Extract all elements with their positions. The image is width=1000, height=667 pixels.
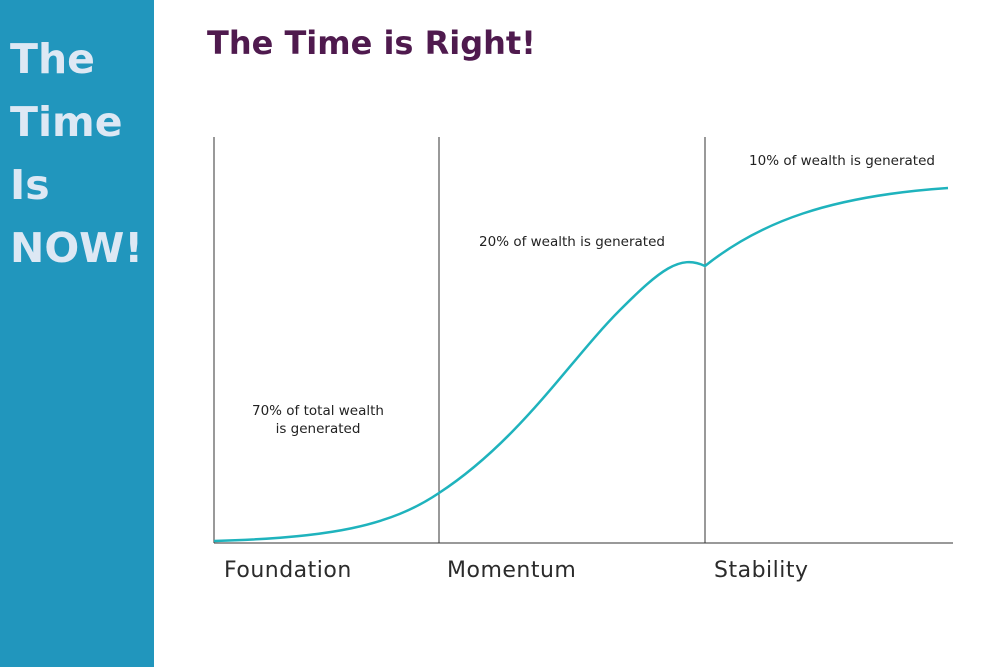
momentum-note: 20% of wealth is generated (479, 234, 665, 250)
foundation-note-line-1: 70% of total wealth (252, 403, 384, 419)
phase-label-foundation: Foundation (224, 558, 352, 583)
sidebar-line-the: The (10, 35, 95, 83)
stability-note: 10% of wealth is generated (749, 153, 935, 169)
phase-label-momentum: Momentum (447, 558, 576, 583)
foundation-note-line-2: is generated (276, 421, 361, 437)
sidebar-line-now: NOW! (10, 224, 144, 272)
page-title: The Time is Right! (207, 24, 536, 62)
sidebar-line-time: Time (10, 98, 123, 146)
wealth-s-curve (213, 186, 949, 543)
sidebar-banner: The Time Is NOW! (0, 0, 154, 667)
sidebar-line-is: Is (10, 161, 50, 209)
phase-label-stability: Stability (714, 558, 809, 583)
